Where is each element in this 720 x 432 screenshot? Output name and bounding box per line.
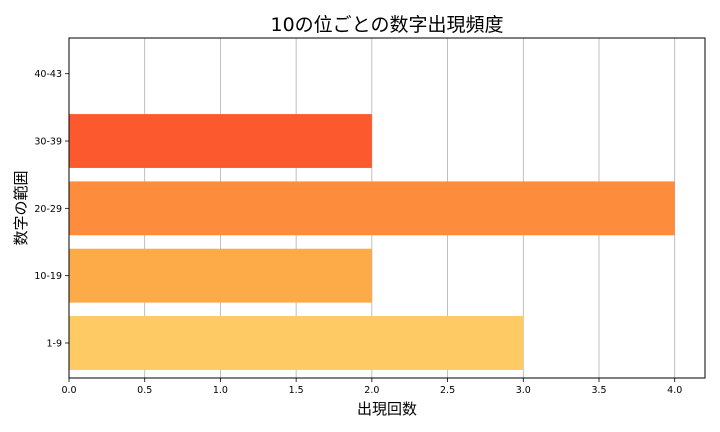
bar xyxy=(69,181,675,236)
x-tick-label: 1.5 xyxy=(289,385,304,396)
bar xyxy=(69,248,372,303)
y-tick-label: 30-39 xyxy=(34,137,62,148)
x-tick-label: 1.0 xyxy=(213,385,228,396)
x-tick-label: 0.5 xyxy=(137,385,152,396)
y-tick-label: 20-29 xyxy=(34,204,62,215)
y-tick-label: 1-9 xyxy=(46,338,62,349)
x-tick-label: 0.0 xyxy=(61,385,76,396)
ticks: 0.0 0.5 1.0 1.5 2.0 2.5 3.0 3.5 4.0 1-9 10-19 20-29… xyxy=(34,69,682,396)
chart-title: 10の位ごとの数字出現頻度 xyxy=(271,14,504,36)
y-tick-label: 40-43 xyxy=(34,69,62,80)
x-axis-label: 出現回数 xyxy=(357,400,417,418)
bar xyxy=(69,316,524,370)
x-tick-label: 3.5 xyxy=(591,385,606,396)
x-tick-label: 4.0 xyxy=(667,385,682,396)
x-tick-label: 2.5 xyxy=(440,385,455,396)
x-tick-label: 3.0 xyxy=(516,385,531,396)
y-axis-label: 数字の範囲 xyxy=(12,170,30,245)
bars xyxy=(69,114,675,370)
y-tick-label: 10-19 xyxy=(34,271,62,282)
bar xyxy=(69,114,372,168)
x-tick-label: 2.0 xyxy=(364,385,379,396)
